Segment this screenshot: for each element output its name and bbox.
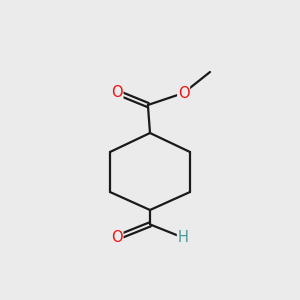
Text: H: H bbox=[178, 230, 188, 245]
Text: O: O bbox=[111, 230, 123, 245]
Text: O: O bbox=[111, 85, 123, 100]
Text: O: O bbox=[178, 85, 189, 100]
